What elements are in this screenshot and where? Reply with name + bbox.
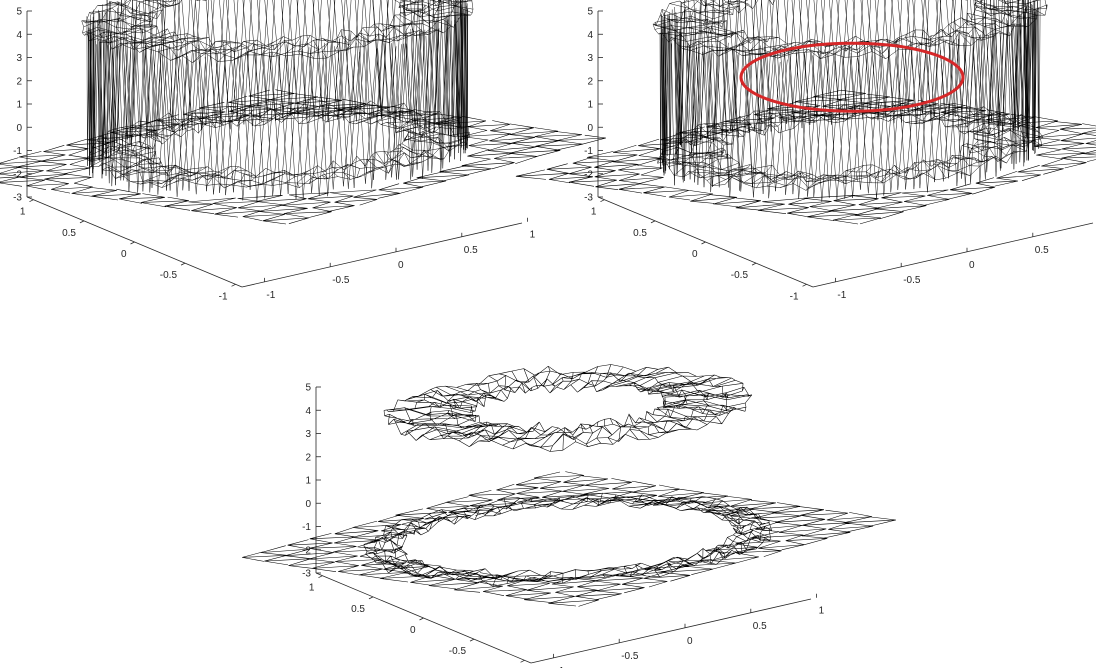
right-tick-label: -1 [266,290,275,301]
left-tick-label: 0.5 [633,228,647,239]
right-tick-label: -0.5 [903,275,921,286]
z-tick-label: -3 [13,193,22,204]
z-tick-label: -1 [302,522,311,533]
red-level-ring [739,41,965,113]
z-tick-label: -3 [584,193,593,204]
left-tick-label: -0.5 [731,270,749,281]
left-tick-label: -0.5 [449,646,467,657]
left-tick-mark [751,262,757,266]
z-tick-label: 5 [16,7,22,18]
right-floor-axis [812,222,1094,288]
left-tick-mark [318,575,323,579]
z-tick-label: -2 [302,545,311,556]
left-tick-label: 0.5 [62,228,76,239]
left-tick-mark [419,617,424,621]
right-tick-label: 0.5 [1035,245,1049,256]
left-tick-mark [79,220,85,224]
panel-top-left: 5 4 3 2 1 0 -1 -2 -3 1 0.5 0 -0.5 -1 -1 -0.5 0 0.5 1 [0,0,607,302]
left-tick-label: 0 [121,249,127,260]
z-tick-label: -3 [302,569,311,580]
left-tick-mark [180,262,186,266]
inner-floor-ring-mesh [86,98,470,189]
inner-floor-ring-mesh [363,492,772,587]
z-tick-label: 4 [305,406,311,417]
left-tick-label: 1 [309,583,315,594]
right-tick-label: 1 [819,606,825,617]
right-tick-label: 0 [398,260,404,271]
left-tick-label: 0 [692,249,698,260]
z-tick-label: -2 [13,169,22,180]
left-tick-mark [368,596,374,600]
z-tick-label: 2 [305,452,311,463]
panel-top-right: 5 4 3 2 1 0 -1 -2 -3 1 0.5 0 -0.5 -1 -1 -0.5 0 0.5 1 [515,0,1096,302]
z-tick-label: 2 [587,76,593,87]
left-tick-mark [469,638,475,642]
right-floor-axis [530,598,812,664]
left-tick-mark [650,220,656,224]
left-tick-label: 0.5 [351,604,365,615]
left-tick-label: 0 [410,625,416,636]
right-tick-label: -0.5 [621,651,639,662]
right-tick-label: 0.5 [464,245,478,256]
right-tick-label: -1 [837,290,846,301]
z-tick-label: 1 [16,100,22,111]
right-floor-axis [241,222,523,288]
z-tick-label: 1 [587,100,593,111]
left-tick-label: 1 [20,207,26,218]
z-tick-label: 4 [16,30,22,41]
raised-ring-mesh [383,364,753,452]
top-rim-mesh [81,0,474,64]
right-tick-label: -1 [555,666,564,668]
surface-mesh [515,0,1096,225]
left-tick-mark [600,199,605,203]
right-tick-label: 0 [687,636,693,647]
z-tick-label: 0 [305,499,311,510]
z-tick-label: 0 [16,123,22,134]
right-tick-label: 1 [530,230,536,241]
z-tick-label: 3 [16,53,22,64]
z-tick-label: 0 [587,123,593,134]
z-tick-label: -1 [13,146,22,157]
left-tick-mark [701,241,706,245]
z-tick-label: 3 [305,429,311,440]
z-tick-label: 2 [16,76,22,87]
surface-mesh [242,364,897,607]
left-tick-mark [802,283,807,287]
left-tick-mark [231,283,236,287]
left-tick-label: -1 [219,291,228,302]
z-tick-label: 4 [587,30,593,41]
z-tick-label: 5 [305,383,311,394]
right-tick-label: 0 [969,260,975,271]
z-tick-label: 5 [587,7,593,18]
z-tick-label: 1 [305,476,311,487]
right-tick-label: -0.5 [332,275,350,286]
right-tick-label: 0.5 [753,621,767,632]
z-tick-label: 3 [587,53,593,64]
left-tick-mark [520,659,525,663]
left-tick-mark [29,199,34,203]
z-tick-label: -2 [584,169,593,180]
left-tick-label: -1 [790,291,799,302]
left-tick-mark [130,241,135,245]
surface-mesh [0,0,607,225]
floor-mesh [242,471,897,607]
z-tick-label: -1 [584,146,593,157]
left-tick-label: -0.5 [160,270,178,281]
left-tick-label: 1 [591,207,597,218]
